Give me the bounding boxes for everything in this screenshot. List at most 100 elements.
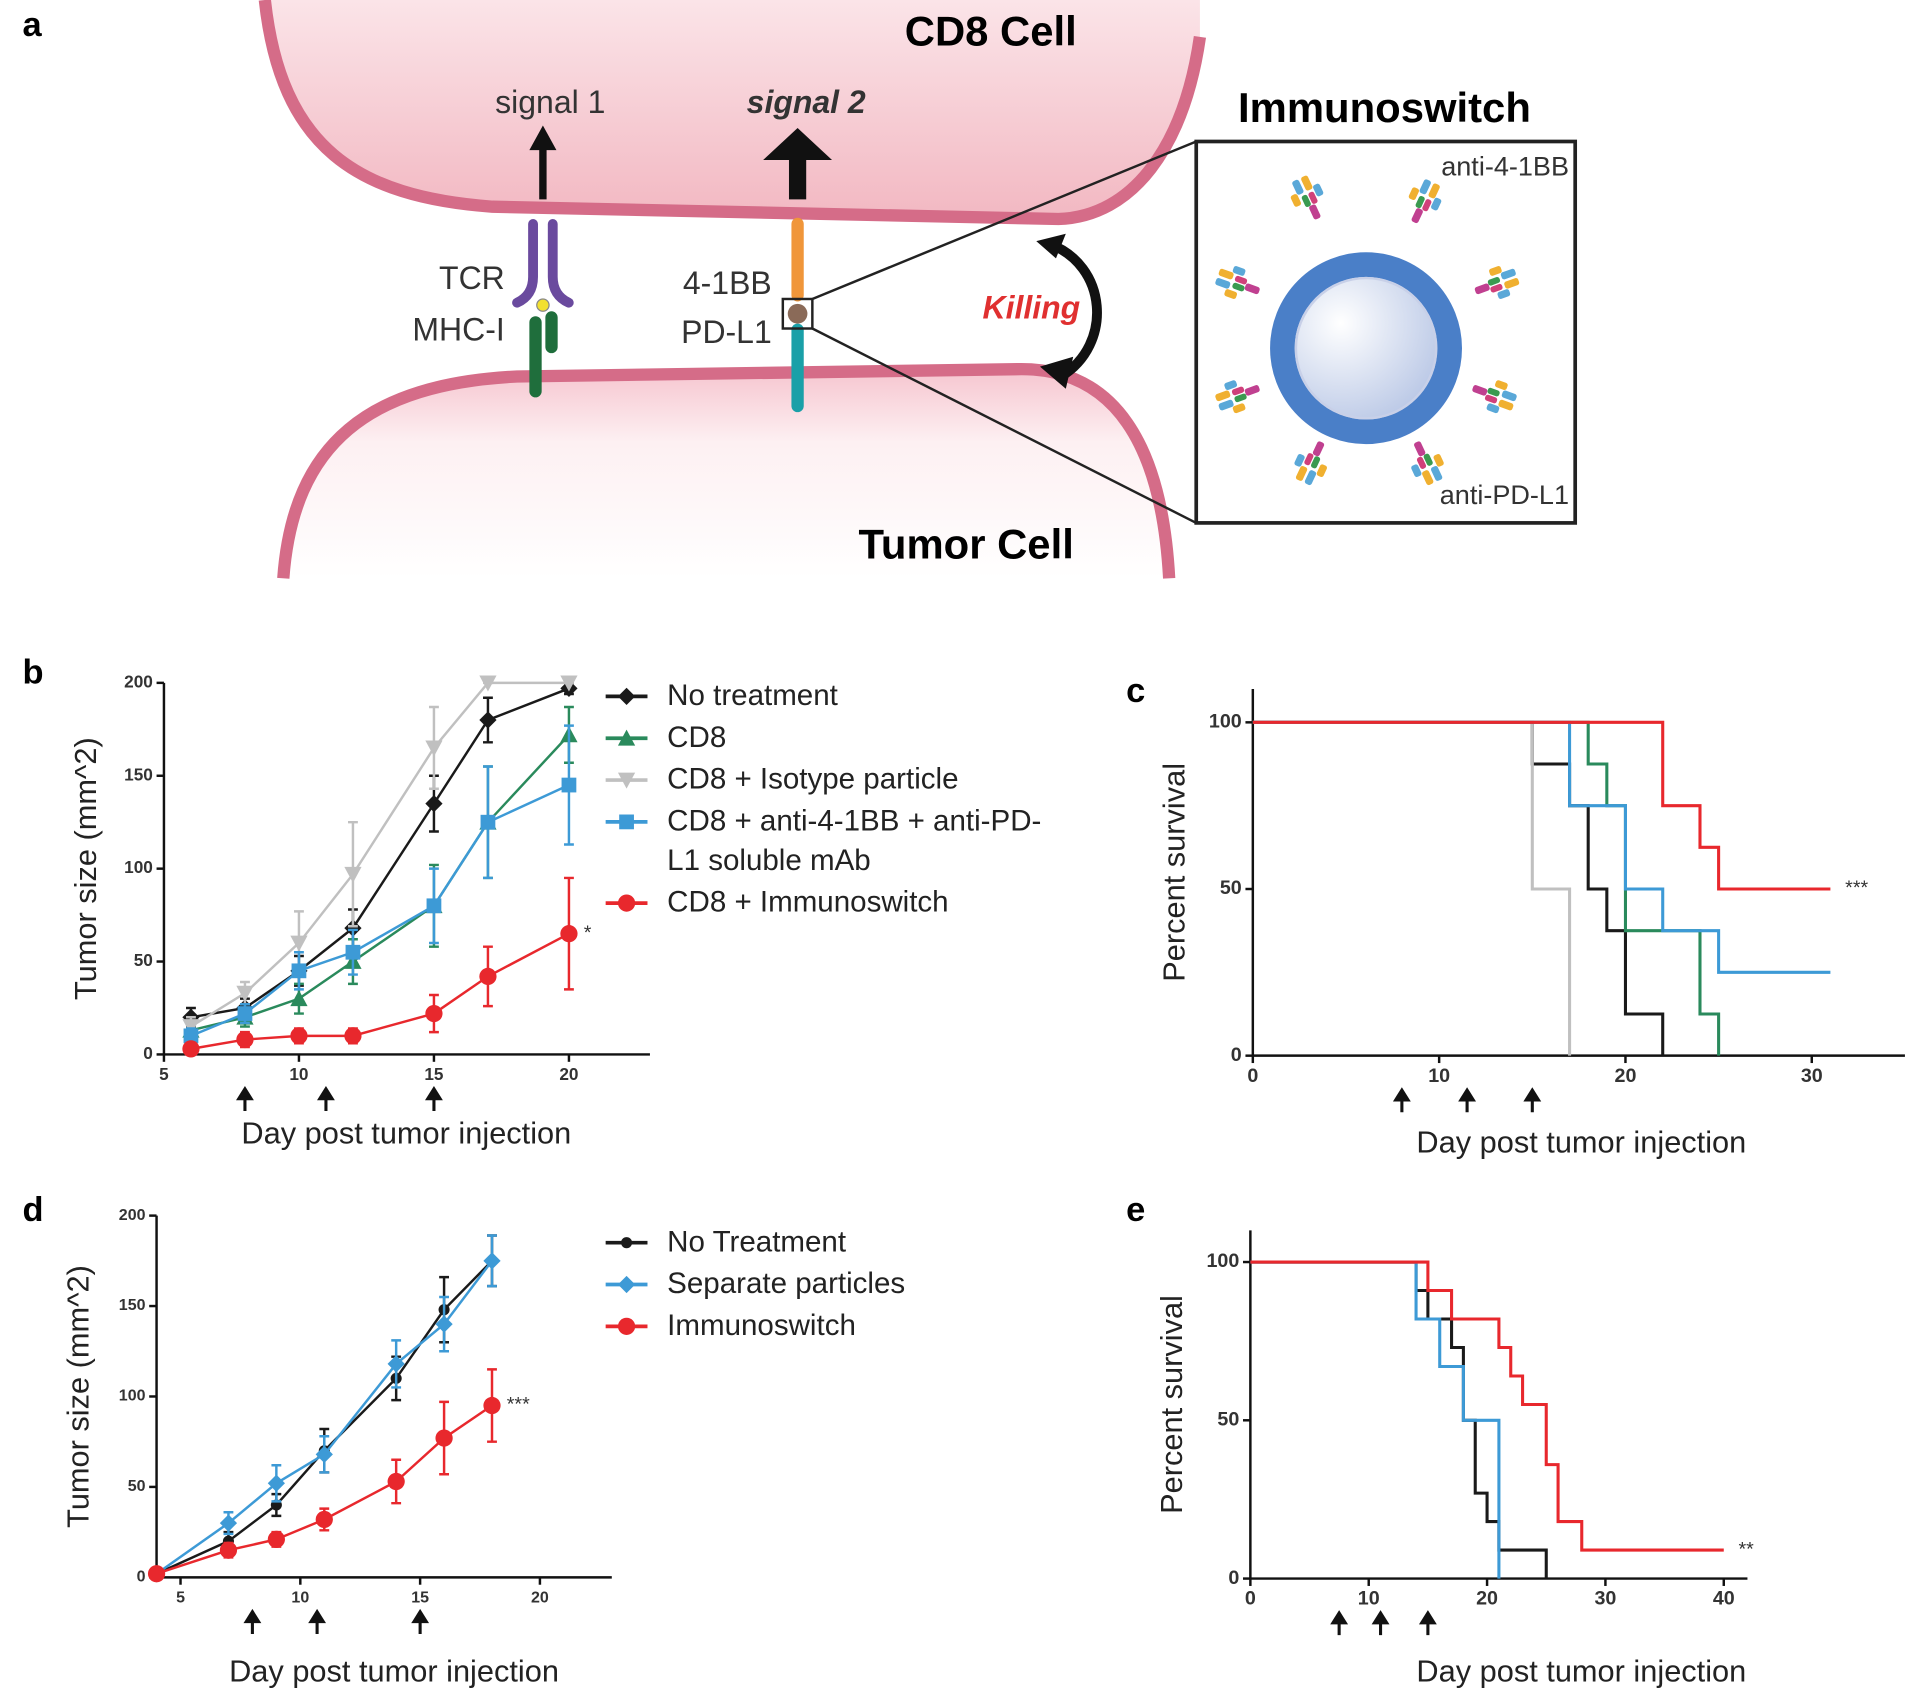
x-tick-label: 0 xyxy=(1245,1588,1256,1610)
mhc xyxy=(529,311,558,398)
panel-label: d xyxy=(22,1191,43,1229)
panel-label: c xyxy=(1126,672,1145,710)
x-tick-label: 20 xyxy=(1615,1065,1637,1087)
x-tick-label: 30 xyxy=(1801,1065,1823,1087)
legend-label: Immunoswitch xyxy=(667,1309,856,1343)
treatment-arrow xyxy=(411,1608,430,1634)
marker xyxy=(182,1019,200,1036)
y-tick-label: 0 xyxy=(1231,1044,1242,1066)
legend-entry: No treatment xyxy=(667,679,838,713)
legend-entry: CD8 + Isotype particle xyxy=(667,763,958,796)
marker xyxy=(483,1396,501,1415)
marker xyxy=(561,777,577,793)
x-tick-label: 15 xyxy=(411,1589,429,1606)
tcr xyxy=(512,219,574,308)
marker xyxy=(425,1004,443,1023)
marker xyxy=(617,894,636,912)
inset-label: anti-4-1BB xyxy=(1441,152,1569,182)
legend-label: No treatment xyxy=(667,679,838,713)
marker xyxy=(344,866,362,883)
marker xyxy=(425,740,443,757)
signal-label: signal 2 xyxy=(747,84,866,120)
zoom-line xyxy=(811,327,1197,525)
y-axis-title: Percent survival xyxy=(1157,763,1192,982)
x-tick-label: 5 xyxy=(176,1589,185,1606)
treatment-arrow xyxy=(308,1608,327,1634)
significance: *** xyxy=(507,1394,530,1416)
x-tick-label: 40 xyxy=(1713,1588,1735,1610)
signal-arrow xyxy=(529,125,557,200)
significance: * xyxy=(584,922,592,944)
treatment-arrow xyxy=(1523,1087,1542,1113)
legend-label: No Treatment xyxy=(667,1225,847,1259)
zoom-box xyxy=(781,297,814,330)
legend-entry: Immunoswitch xyxy=(667,1309,856,1343)
legend-entry: CD8 + Immunoswitch xyxy=(667,886,948,919)
x-tick-label: 10 xyxy=(289,1064,308,1084)
marker xyxy=(617,1275,636,1294)
survival-curve xyxy=(1252,720,1831,974)
inset-title: Immunoswitch xyxy=(1238,84,1531,131)
marker xyxy=(290,935,308,952)
y-tick-label: 200 xyxy=(119,1207,146,1224)
survival-curve xyxy=(1252,720,1831,891)
x-axis-title: Day post tumor injection xyxy=(229,1653,559,1688)
treatment-arrow xyxy=(1371,1610,1390,1636)
x-axis-title: Day post tumor injection xyxy=(1416,1653,1746,1688)
tumor-membrane xyxy=(277,362,1176,579)
marker xyxy=(219,1514,238,1532)
treatment-arrow xyxy=(425,1085,443,1112)
marker xyxy=(435,1315,453,1333)
signal-arrow xyxy=(763,127,833,200)
y-axis-title: Tumor size (mm^2) xyxy=(68,737,103,1000)
marker xyxy=(560,925,578,943)
marker xyxy=(479,967,497,986)
treatment-arrow xyxy=(236,1085,254,1112)
marker xyxy=(619,814,634,830)
molecule-label: TCR xyxy=(439,260,505,296)
legend-entry: No Treatment xyxy=(667,1225,847,1259)
legend-label: CD8 xyxy=(667,721,727,755)
marker xyxy=(479,711,497,729)
marker xyxy=(267,1530,285,1548)
legend-label: Separate particles xyxy=(667,1267,906,1301)
marker xyxy=(183,1028,199,1044)
y-tick-label: 150 xyxy=(124,764,153,784)
marker xyxy=(147,1565,166,1583)
survival-curve xyxy=(1252,720,1665,1056)
particle xyxy=(787,303,808,324)
x-tick-label: 30 xyxy=(1594,1588,1616,1610)
series-line xyxy=(190,681,569,1028)
y-tick-label: 100 xyxy=(1206,1250,1239,1272)
y-tick-label: 100 xyxy=(119,1388,146,1405)
survival-curve xyxy=(1250,1260,1501,1579)
treatment-arrow xyxy=(1418,1610,1437,1636)
marker xyxy=(617,687,636,706)
legend-entry: Separate particles xyxy=(667,1267,906,1301)
antigen xyxy=(536,298,550,312)
marker xyxy=(219,1541,238,1559)
significance: *** xyxy=(1845,877,1868,899)
significance: ** xyxy=(1739,1538,1755,1560)
killing-label: Killing xyxy=(983,290,1081,326)
marker xyxy=(290,990,308,1007)
marker xyxy=(344,1027,362,1045)
y-tick-label: 50 xyxy=(134,950,153,970)
survival-curve xyxy=(1250,1260,1724,1552)
legend-entry: CD8 + anti-4-1BB + anti-PD-L1 soluble mA… xyxy=(667,805,1041,878)
treatment-arrow xyxy=(243,1608,262,1634)
y-tick-label: 0 xyxy=(143,1043,153,1063)
marker xyxy=(290,1027,308,1045)
series-line xyxy=(190,687,570,1019)
signal-label: signal 1 xyxy=(495,84,605,120)
y-tick-label: 0 xyxy=(1228,1567,1239,1589)
marker xyxy=(387,1472,405,1491)
marker xyxy=(617,729,636,746)
y-axis-title: Percent survival xyxy=(1154,1295,1189,1514)
y-tick-label: 50 xyxy=(1217,1409,1239,1431)
x-tick-label: 15 xyxy=(424,1064,444,1084)
molecule-label: 4-1BB xyxy=(683,265,772,301)
marker xyxy=(617,1317,636,1335)
marker xyxy=(182,1040,200,1058)
y-tick-label: 100 xyxy=(1209,711,1242,733)
